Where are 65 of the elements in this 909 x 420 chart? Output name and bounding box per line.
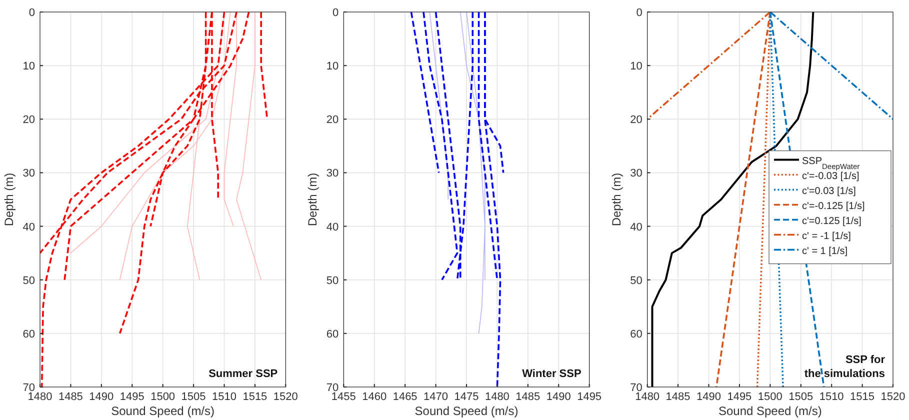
x-tick-label: 1490 (89, 391, 114, 403)
y-tick-label: 40 (22, 221, 35, 234)
x-tick-label: 1495 (727, 391, 752, 403)
y-axis-title: Depth (m) (609, 172, 624, 226)
x-tick-label: 1480 (484, 391, 510, 403)
y-tick-label: 40 (630, 221, 642, 234)
y-tick-label: 0 (28, 7, 35, 19)
x-tick-label: 1500 (150, 391, 176, 403)
y-tick-label: 20 (326, 114, 339, 126)
legend-label: c'=0.125 [1/s] (802, 216, 862, 227)
x-tick-label: 1510 (819, 391, 844, 403)
x-tick-label: 1485 (58, 391, 83, 403)
x-tick-label: 1455 (331, 391, 356, 403)
y-tick-label: 60 (326, 328, 339, 340)
x-tick-label: 1510 (212, 391, 236, 403)
legend-label: c' = -1 [1/s] (802, 230, 852, 242)
x-tick-label: 1485 (516, 391, 540, 403)
y-tick-label: 10 (630, 60, 642, 73)
x-tick-label: 1480 (635, 391, 660, 403)
x-tick-label: 1465 (392, 391, 418, 403)
legend-label: SSP$_{DeepWater}$ (802, 156, 860, 170)
y-tick-label: 30 (326, 168, 339, 180)
y-tick-label: 60 (630, 328, 642, 340)
x-tick-label: 1520 (273, 391, 298, 403)
x-tick-label: 1480 (28, 391, 52, 403)
y-tick-label: 30 (630, 168, 642, 180)
annotation: Summer SSP (208, 368, 278, 380)
legend-label: c'=-0.03 [1/s] (802, 170, 860, 182)
legend-label: c'=-0.125 [1/s] (802, 200, 865, 212)
y-tick-label: 30 (22, 168, 35, 180)
x-tick-label: 1485 (666, 391, 690, 403)
x-tick-label: 1505 (788, 391, 814, 403)
legend-label: c'=0.03 [1/s] (802, 186, 856, 197)
legend-label: c' = 1 [1/s] (802, 246, 848, 257)
annotation: SSP for the simulations (804, 354, 886, 380)
y-tick-label: 70 (326, 382, 339, 394)
x-axis-title: Sound Speed (m/s) (718, 404, 822, 418)
y-tick-label: 10 (326, 60, 339, 73)
x-tick-label: 1515 (850, 391, 875, 403)
y-tick-label: 50 (630, 274, 642, 287)
y-tick-label: 40 (326, 221, 339, 234)
x-tick-label: 1475 (454, 391, 479, 403)
x-tick-label: 1495 (120, 391, 144, 403)
x-tick-label: 1500 (758, 391, 782, 403)
x-tick-label: 1490 (546, 391, 571, 403)
x-tick-label: 1460 (362, 391, 387, 403)
y-tick-label: 10 (22, 60, 35, 73)
x-tick-label: 1490 (696, 391, 721, 403)
x-tick-label: 1505 (181, 391, 206, 403)
x-axis-title: Sound Speed (m/s) (414, 404, 518, 418)
x-axis-title: Sound Speed (m/s) (111, 404, 215, 418)
y-axis-title: Depth (m) (2, 172, 16, 226)
y-tick-label: 60 (22, 328, 35, 340)
y-tick-label: 50 (22, 274, 35, 287)
y-tick-label: 0 (636, 7, 642, 19)
annotation: Winter SSP (522, 368, 582, 380)
y-tick-label: 20 (630, 114, 642, 126)
x-tick-label: 1470 (424, 391, 448, 403)
y-tick-label: 50 (326, 274, 339, 287)
y-tick-label: 20 (22, 114, 35, 126)
x-tick-label: 1520 (880, 391, 906, 403)
x-tick-label: 1495 (577, 391, 602, 403)
y-axis-title: Depth (m) (306, 172, 320, 226)
y-tick-label: 0 (332, 7, 339, 19)
x-tick-label: 1515 (242, 391, 268, 403)
